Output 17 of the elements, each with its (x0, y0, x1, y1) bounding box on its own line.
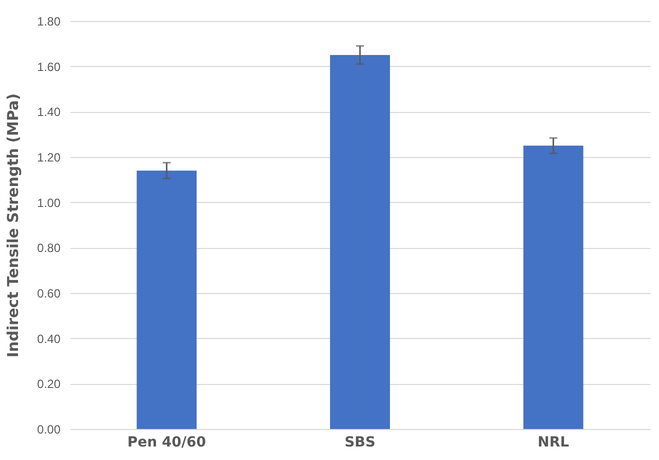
y-tick-label: 0.20 (37, 377, 61, 392)
bar (523, 146, 584, 429)
y-tick-label: 0.40 (37, 332, 61, 346)
y-axis-title: Indirect Tensile Strength (MPa) (4, 93, 22, 358)
y-tick-label: 0.60 (37, 286, 61, 300)
bar (330, 55, 390, 429)
x-tick-label: NRL (538, 434, 570, 450)
y-tick-label: 1.00 (37, 196, 61, 210)
x-tick-label: Pen 40/60 (127, 434, 206, 450)
x-tick-label: SBS (344, 434, 376, 450)
y-tick-label: 1.20 (37, 150, 61, 164)
y-tick-label: 0.00 (37, 422, 61, 436)
y-tick-label: 1.40 (37, 105, 61, 120)
bar (136, 170, 197, 429)
y-tick-label: 0.80 (37, 241, 61, 256)
y-tick-label: 1.80 (37, 14, 61, 28)
y-tick-label: 1.60 (37, 60, 61, 74)
